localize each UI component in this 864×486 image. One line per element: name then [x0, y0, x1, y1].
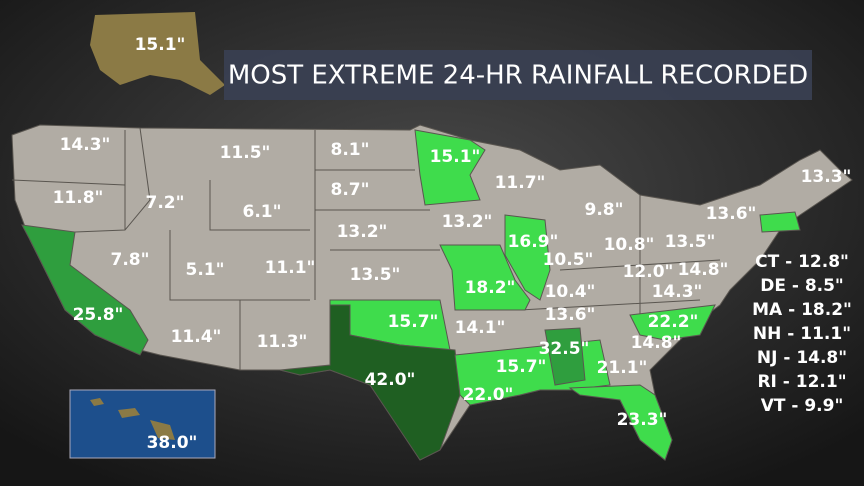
state-label: 6.1" [243, 202, 282, 222]
state-label: 7.2" [146, 193, 185, 213]
hawaii-island [150, 420, 175, 440]
hawaii-island [118, 408, 140, 418]
state-label: 18.2" [465, 278, 516, 298]
state-label: 13.6" [545, 305, 596, 325]
small-state-label: NJ - 14.8" [757, 348, 847, 368]
state-label: 13.6" [706, 204, 757, 224]
state-label: 14.3" [652, 282, 703, 302]
illinois [504, 214, 551, 301]
small-state-label: CT - 12.8" [755, 252, 849, 272]
state-label: 7.8" [111, 250, 150, 270]
state-label: 32.5" [539, 339, 590, 359]
state-label: 13.2" [442, 212, 493, 232]
state-label: 11.5" [220, 143, 271, 163]
hawaii-label: 38.0" [147, 433, 198, 453]
state-label: 8.7" [331, 180, 370, 200]
state-label: 21.1" [597, 358, 648, 378]
north-carolina [629, 304, 716, 341]
small-state-label: MA - 18.2" [752, 300, 852, 320]
state-label: 22.2" [648, 312, 699, 332]
small-state-label: NH - 11.1" [753, 324, 851, 344]
state-label: 10.5" [543, 250, 594, 270]
missouri [439, 244, 531, 311]
alaska-label: 15.1" [135, 35, 186, 55]
state-label: 14.8" [631, 333, 682, 353]
state-label: 5.1" [186, 260, 225, 280]
state-label: 15.1" [430, 147, 481, 167]
alabama [544, 327, 586, 386]
state-label: 25.8" [73, 305, 124, 325]
state-label: 9.8" [585, 200, 624, 220]
state-label: 13.5" [665, 232, 716, 252]
state-label: 11.4" [171, 327, 222, 347]
massachusetts [759, 211, 801, 233]
state-label: 16.9" [508, 232, 559, 252]
state-label: 12.0" [623, 262, 674, 282]
state-label: 22.0" [463, 385, 514, 405]
state-label: 13.5" [350, 265, 401, 285]
title: MOST EXTREME 24-HR RAINFALL RECORDED [228, 61, 808, 91]
minnesota [414, 129, 486, 206]
state-label: 11.1" [265, 258, 316, 278]
state-label: 14.3" [60, 135, 111, 155]
state-label: 14.8" [678, 260, 729, 280]
state-label: 23.3" [617, 410, 668, 430]
small-state-label: DE - 8.5" [760, 276, 844, 296]
state-label: 13.3" [801, 167, 852, 187]
state-label: 10.4" [545, 282, 596, 302]
hawaii-island [90, 398, 104, 406]
state-label: 15.7" [388, 312, 439, 332]
alaska [90, 12, 225, 95]
state-label: 8.1" [331, 140, 370, 160]
small-state-label: VT - 9.9" [761, 396, 844, 416]
state-label: 10.8" [604, 235, 655, 255]
state-label: 11.8" [53, 188, 104, 208]
state-label: 13.2" [337, 222, 388, 242]
state-label: 14.1" [455, 318, 506, 338]
florida [568, 384, 673, 461]
state-label: 15.7" [496, 357, 547, 377]
california [21, 224, 149, 356]
state-label: 11.7" [495, 173, 546, 193]
state-label: 11.3" [257, 332, 308, 352]
state-label: 42.0" [365, 370, 416, 390]
title-box [224, 50, 812, 100]
small-state-label: RI - 12.1" [757, 372, 846, 392]
texas [279, 304, 461, 461]
